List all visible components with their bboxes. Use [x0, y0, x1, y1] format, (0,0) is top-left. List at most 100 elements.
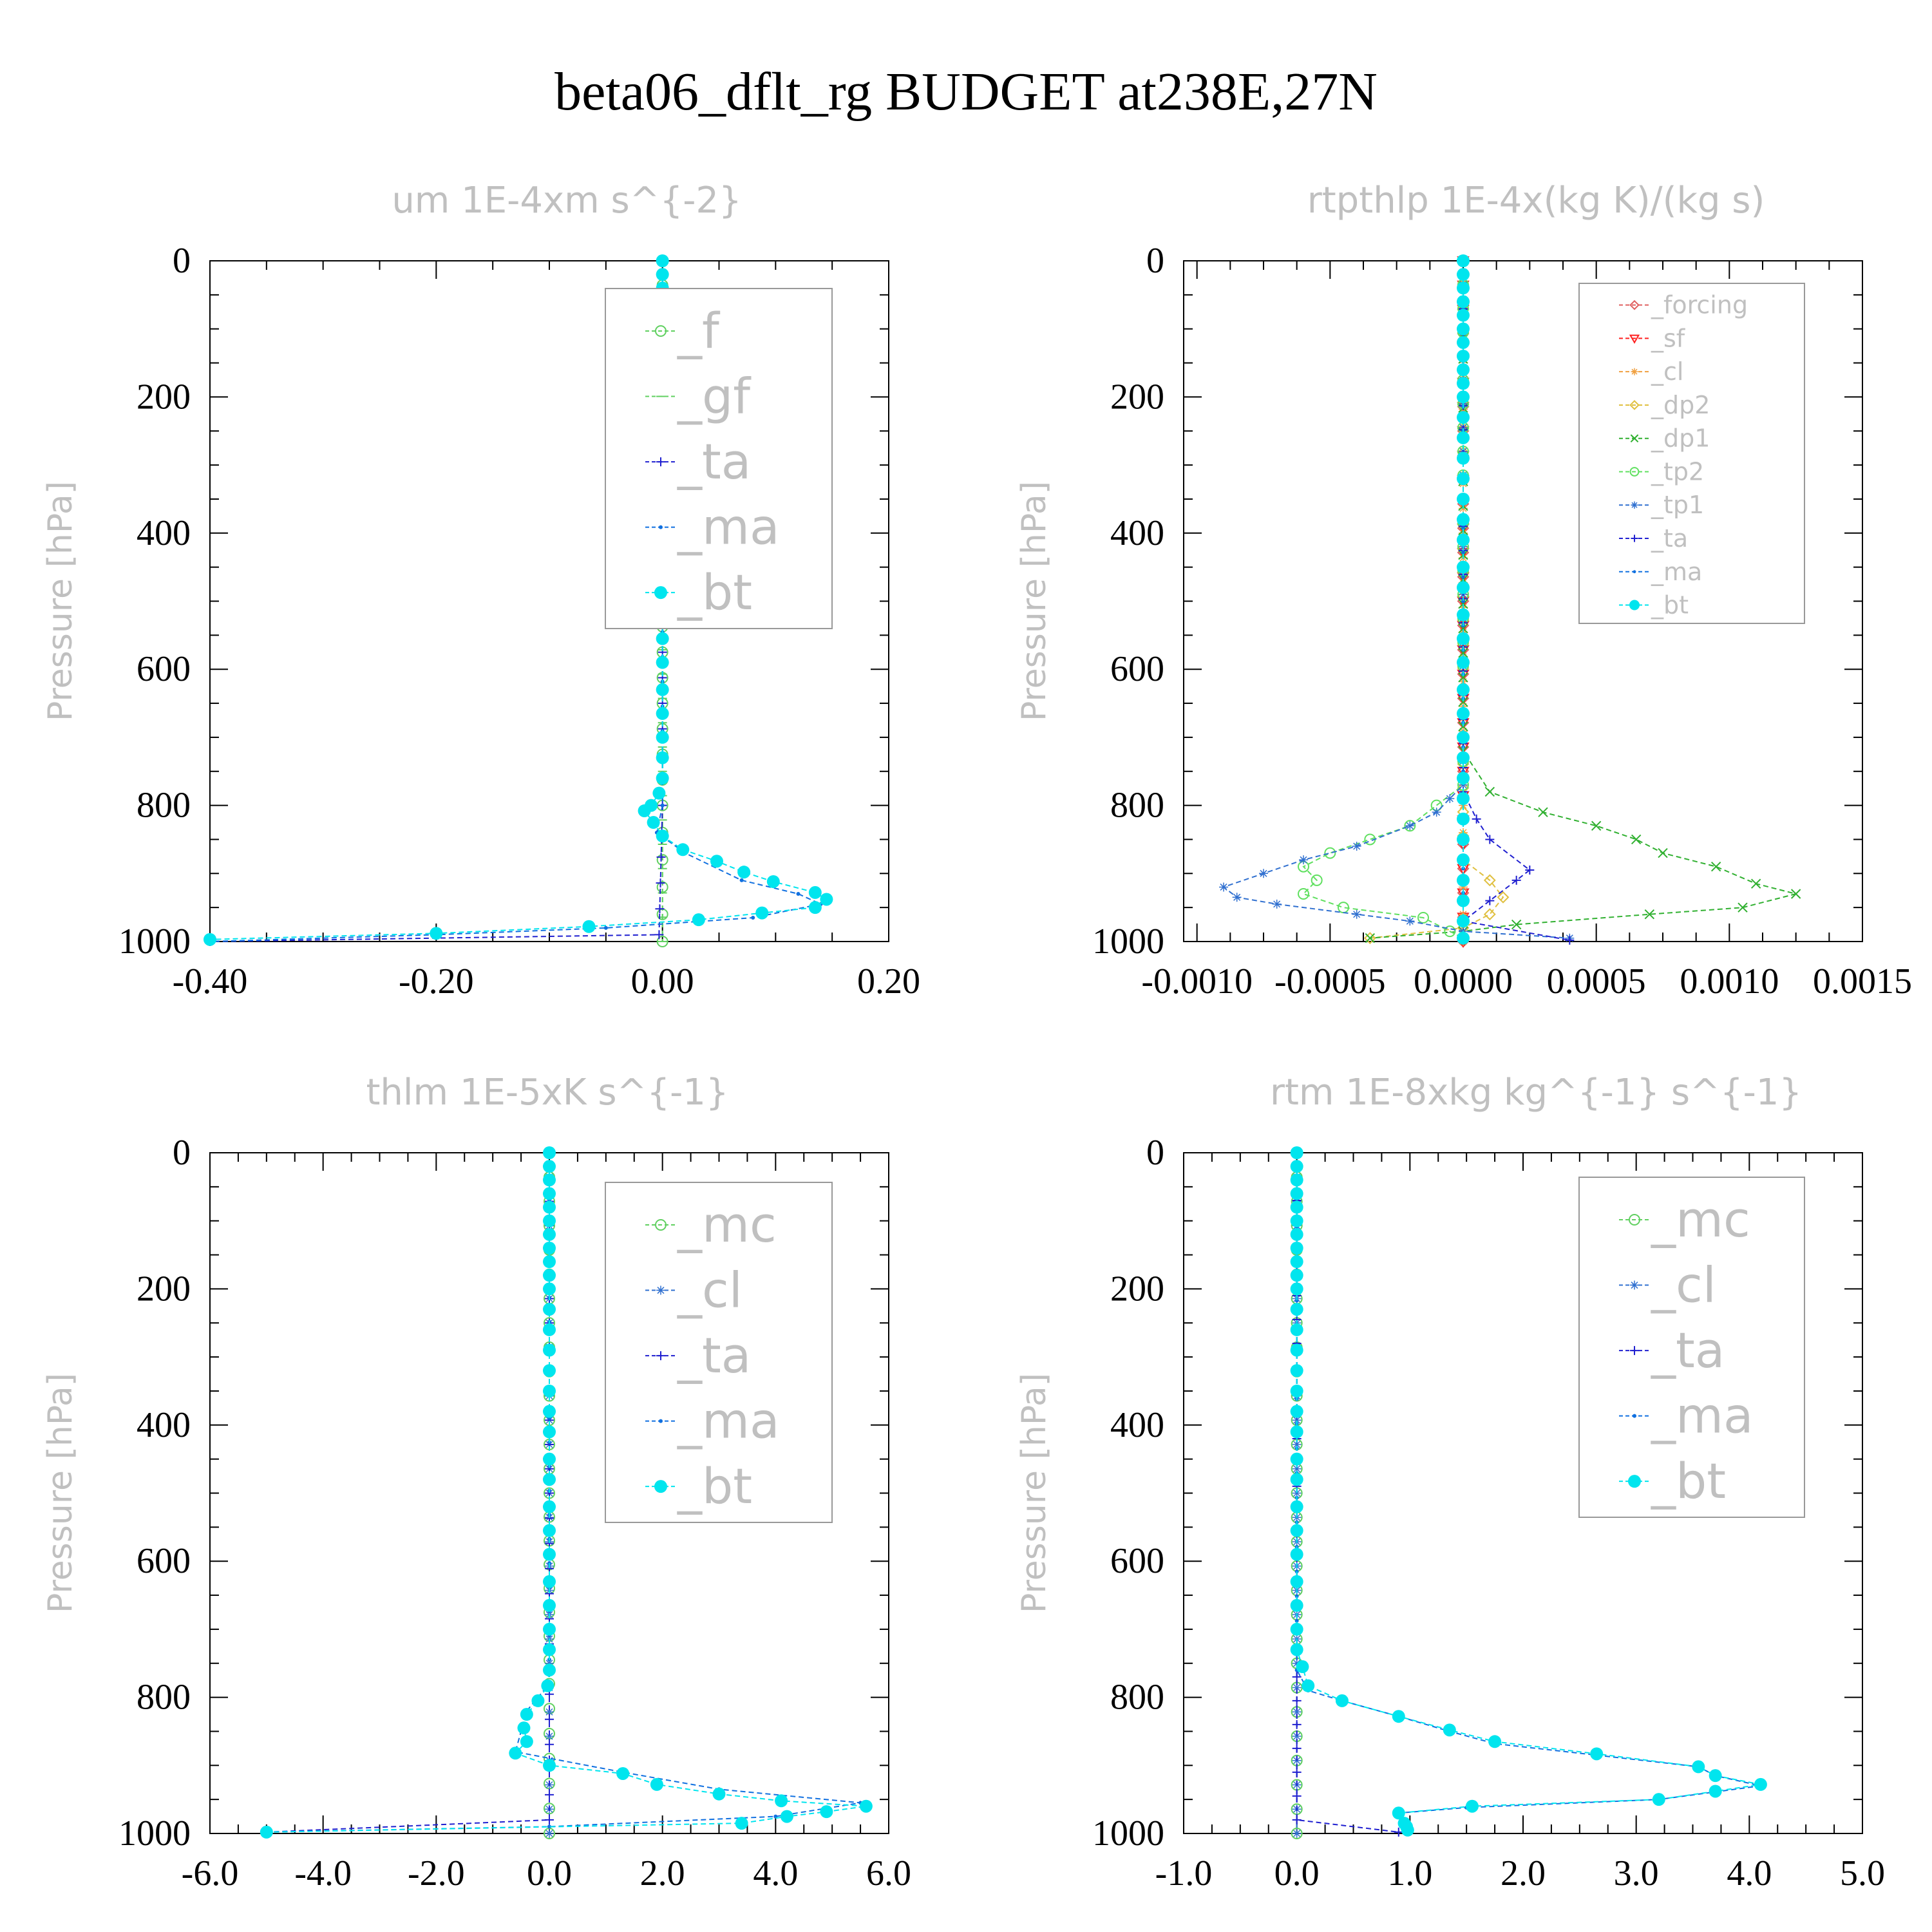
- data-point: [531, 1694, 545, 1707]
- data-point: [1292, 1416, 1302, 1425]
- data-point: [1457, 853, 1470, 867]
- data-point: [1457, 492, 1470, 506]
- data-point: [1457, 513, 1470, 526]
- data-point: [543, 1282, 556, 1296]
- data-point: [1457, 751, 1470, 764]
- legend: _forcing _sf _cl _dp2 _dp1 _tp2 _tp1 _ta _ma _bt: [1578, 283, 1805, 624]
- data-point: [1485, 896, 1495, 905]
- data-point: [1392, 1806, 1405, 1820]
- legend-label: _ta: [677, 1327, 751, 1384]
- legend-label: _bt: [677, 564, 752, 621]
- data-point: [509, 1747, 522, 1760]
- data-point: [543, 1622, 556, 1636]
- panel-title: rtpthlp 1E-4x(kg K)/(kg s): [1307, 180, 1765, 222]
- data-point: [543, 1227, 556, 1241]
- data-point: [1290, 1146, 1303, 1159]
- data-point: [1401, 1823, 1414, 1837]
- data-point: [1692, 1760, 1705, 1774]
- data-point: [766, 875, 780, 888]
- data-point: [654, 930, 664, 940]
- y-tick-label: 400: [1110, 513, 1164, 553]
- x-tick-label: -0.40: [173, 961, 248, 1001]
- data-point: [545, 1707, 554, 1717]
- y-tick-label: 600: [1110, 649, 1164, 689]
- legend-label: _bt: [1651, 1452, 1726, 1510]
- y-tick-label: 800: [1110, 786, 1164, 826]
- legend-item: _ta: [1619, 524, 1688, 553]
- data-point: [1292, 1791, 1302, 1801]
- data-point: [1290, 1282, 1303, 1296]
- legend-item: _ta: [645, 1327, 751, 1384]
- x-tick-label: 0.20: [857, 961, 920, 1001]
- data-point: [1290, 1622, 1303, 1636]
- data-point: [1457, 322, 1470, 336]
- data-point: [1232, 893, 1242, 902]
- data-point: [656, 706, 669, 720]
- legend-item: _forcing: [1619, 291, 1748, 319]
- y-tick-label: 200: [137, 1269, 191, 1309]
- x-tick-label: 5.0: [1840, 1853, 1885, 1893]
- data-point: [1457, 472, 1470, 486]
- legend-item: _mc: [1619, 1191, 1750, 1248]
- legend-item: _gf: [645, 368, 752, 425]
- data-point: [1754, 1777, 1767, 1791]
- data-point: [1290, 1364, 1303, 1378]
- data-point: [1457, 914, 1470, 928]
- data-point: [647, 816, 660, 829]
- data-point: [1750, 878, 1761, 889]
- data-point: [1457, 833, 1470, 846]
- data-point: [1457, 390, 1470, 404]
- y-tick-label: 800: [137, 1678, 191, 1718]
- data-point: [1483, 874, 1496, 887]
- data-point: [1290, 1160, 1303, 1173]
- y-tick-label: 200: [137, 377, 191, 417]
- data-point: [547, 1824, 551, 1829]
- data-point: [1457, 792, 1470, 806]
- data-point: [638, 804, 651, 818]
- series-line: [1296, 1153, 1761, 1831]
- panel-4: rtm 1E-8xkg kg^{-1} s^{-1} Pressure [hPa]…: [1015, 1072, 1885, 1893]
- data-point: [543, 1364, 556, 1378]
- data-point: [650, 1777, 663, 1791]
- data-point: [543, 1146, 556, 1159]
- data-point: [656, 936, 668, 947]
- data-point: [656, 751, 669, 764]
- data-point: [1444, 925, 1456, 938]
- data-point: [1457, 608, 1470, 621]
- y-axis-label: Pressure [hPa]: [1015, 481, 1054, 721]
- data-point: [543, 1214, 556, 1227]
- legend-label: _mc: [1651, 1191, 1750, 1248]
- data-point: [1290, 1303, 1303, 1316]
- x-tick-label: 6.0: [866, 1853, 911, 1893]
- data-point: [1458, 672, 1468, 683]
- data-point: [543, 1187, 556, 1200]
- data-point: [1292, 1732, 1302, 1741]
- y-tick-label: 0: [1146, 241, 1164, 281]
- data-point: [1290, 1473, 1303, 1486]
- data-point: [543, 1173, 556, 1187]
- data-point: [1290, 1575, 1303, 1588]
- data-point: [1292, 1672, 1302, 1681]
- legend-item: _cl: [1619, 1256, 1716, 1314]
- series-ta: [261, 1148, 554, 1837]
- series-bt: [1457, 254, 1470, 945]
- data-point: [1292, 1707, 1302, 1717]
- y-axis-label: Pressure [hPa]: [41, 1373, 80, 1613]
- panel-title: um 1E-4xm s^{-2}: [392, 180, 741, 222]
- data-point: [543, 1200, 556, 1214]
- data-point: [545, 1739, 554, 1749]
- legend-label: _mc: [677, 1196, 777, 1253]
- legend-item: _bt: [645, 564, 752, 621]
- data-point: [1292, 1464, 1302, 1473]
- x-tick-label: -2.0: [408, 1853, 465, 1893]
- data-point: [1511, 875, 1521, 885]
- legend-item: _ma: [645, 498, 780, 556]
- x-tick-label: 4.0: [1727, 1853, 1772, 1893]
- legend-item: _tp2: [1619, 457, 1704, 486]
- data-point: [1290, 1384, 1303, 1397]
- data-point: [543, 1405, 556, 1418]
- y-tick-label: 400: [1110, 1405, 1164, 1445]
- data-point: [1405, 821, 1415, 831]
- panel-title: rtm 1E-8xkg kg^{-1} s^{-1}: [1270, 1072, 1802, 1113]
- figure-title: beta06_dflt_rg BUDGET at238E,27N: [554, 62, 1378, 122]
